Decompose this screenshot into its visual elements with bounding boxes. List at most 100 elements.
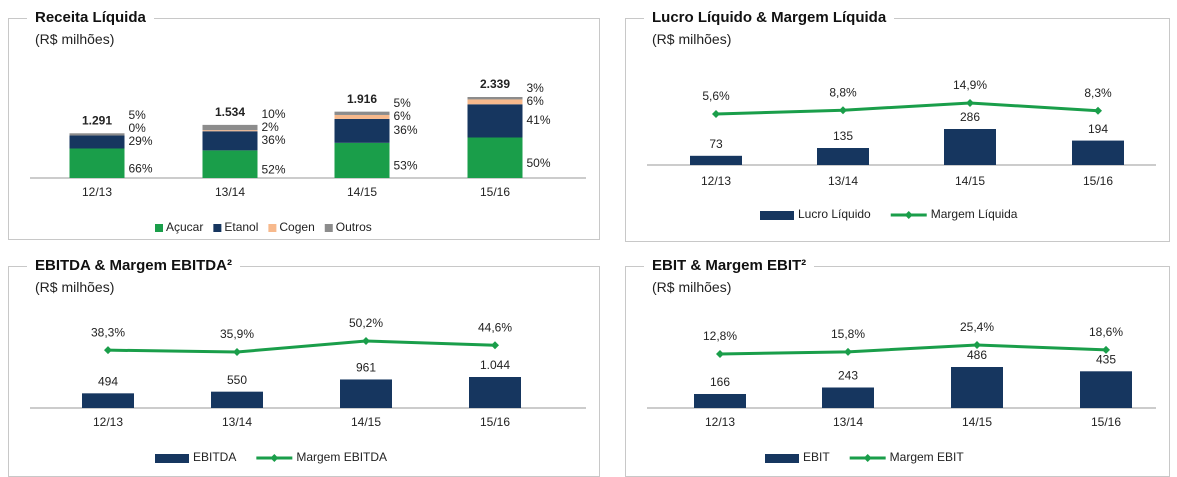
bar-segment <box>334 118 390 143</box>
segment-label: 2% <box>262 120 280 134</box>
panel-subtitle: (R$ milhões) <box>35 31 115 47</box>
panel-subtitle: (R$ milhões) <box>652 279 732 295</box>
line-marker <box>844 347 852 356</box>
panel-title: EBIT & Margem EBIT² <box>644 257 815 274</box>
segment-label: 41% <box>527 113 551 127</box>
bar-segment <box>202 150 258 178</box>
line-marker <box>839 106 847 115</box>
panel-subtitle: (R$ milhões) <box>652 31 732 47</box>
segment-label: 3% <box>527 81 545 95</box>
legend-label: Etanol <box>224 220 258 234</box>
total-label: 1.534 <box>215 105 245 119</box>
legend-label: EBITDA <box>193 450 236 464</box>
bar-label: 286 <box>960 110 980 124</box>
line-marker <box>233 348 241 356</box>
panel-title: Lucro Líquido & Margem Líquida <box>644 9 895 26</box>
bar-label: 550 <box>227 373 247 387</box>
line-label: 15,8% <box>831 327 865 341</box>
bar <box>211 391 263 408</box>
bar <box>951 367 1003 408</box>
legend-swatch <box>155 454 189 463</box>
bar-label: 194 <box>1088 122 1108 136</box>
segment-label: 0% <box>129 121 147 135</box>
legend-swatch <box>863 454 872 462</box>
line-marker <box>1102 345 1110 354</box>
segment-label: 53% <box>394 159 418 173</box>
bar-label: 166 <box>710 375 730 389</box>
line <box>715 101 1099 116</box>
bar <box>694 393 746 408</box>
x-tick-label: 13/14 <box>215 185 245 199</box>
bar-segment <box>467 97 523 100</box>
legend-swatch <box>213 224 222 232</box>
bar-label: 135 <box>833 129 853 143</box>
bar-segment <box>467 137 523 178</box>
bar-segment <box>334 142 390 178</box>
line-marker <box>712 110 720 118</box>
line-marker <box>966 99 974 107</box>
bar-segment <box>202 124 258 131</box>
line-label: 12,8% <box>703 329 737 343</box>
line-label: 8,3% <box>1084 86 1112 100</box>
legend-swatch <box>268 224 277 232</box>
line-label: 44,6% <box>478 320 512 334</box>
bar-label: 435 <box>1096 352 1116 366</box>
line-label: 5,6% <box>702 89 730 103</box>
line <box>719 343 1107 356</box>
x-tick-label: 12/13 <box>82 185 112 199</box>
line-marker <box>104 346 112 355</box>
x-tick-label: 15/16 <box>1091 415 1121 429</box>
line-label: 35,9% <box>220 327 254 341</box>
segment-label: 36% <box>262 133 286 147</box>
bar <box>944 129 996 165</box>
line-label: 14,9% <box>953 78 987 92</box>
line-marker <box>491 341 499 350</box>
segment-label: 5% <box>394 96 412 110</box>
line-label: 25,4% <box>960 320 994 334</box>
total-label: 1.916 <box>347 92 377 106</box>
bar-segment <box>334 114 390 119</box>
segment-label: 29% <box>129 134 153 148</box>
panel: EBIT & Margem EBIT² (R$ milhões) <box>625 257 1170 477</box>
panel: Lucro Líquido & Margem Líquida (R$ milhõe… <box>625 9 1170 242</box>
bar <box>822 387 874 408</box>
bar-label: 73 <box>709 137 723 151</box>
legend-swatch <box>155 224 163 232</box>
bar-segment <box>69 135 125 149</box>
x-tick-label: 13/14 <box>833 415 863 429</box>
bar-segment <box>467 99 523 105</box>
legend-label: Margem EBIT <box>890 450 965 464</box>
x-tick-label: 15/16 <box>480 415 510 429</box>
x-tick-label: 14/15 <box>347 185 377 199</box>
total-label: 1.291 <box>82 113 112 127</box>
line-label: 8,8% <box>829 85 857 99</box>
bar-segment <box>202 130 258 132</box>
line-label: 38,3% <box>91 325 125 339</box>
line-label: 18,6% <box>1089 325 1123 339</box>
bar-label: 486 <box>967 348 987 362</box>
bar <box>82 393 134 408</box>
bar-segment <box>69 148 125 178</box>
legend-swatch <box>760 211 794 220</box>
bar-segment <box>202 131 258 151</box>
legend-label: Outros <box>336 220 372 234</box>
legend-label: Margem EBITDA <box>296 450 387 464</box>
bar <box>817 148 869 165</box>
bar-label: 1.044 <box>480 358 510 372</box>
bar <box>690 155 742 165</box>
segment-label: 66% <box>129 161 153 175</box>
total-label: 2.339 <box>480 77 510 91</box>
legend-label: Lucro Líquido <box>798 207 871 221</box>
bar-label: 961 <box>356 361 376 375</box>
x-tick-label: 13/14 <box>828 174 858 188</box>
legend-label: Margem Líquida <box>931 207 1018 221</box>
line-label: 50,2% <box>349 316 383 330</box>
x-tick-label: 12/13 <box>705 415 735 429</box>
bar <box>340 379 392 408</box>
panel-title: EBITDA & Margem EBITDA² <box>27 257 240 274</box>
panel-title: Receita Líquida <box>27 9 154 26</box>
segment-label: 36% <box>394 123 418 137</box>
bar <box>469 377 521 408</box>
